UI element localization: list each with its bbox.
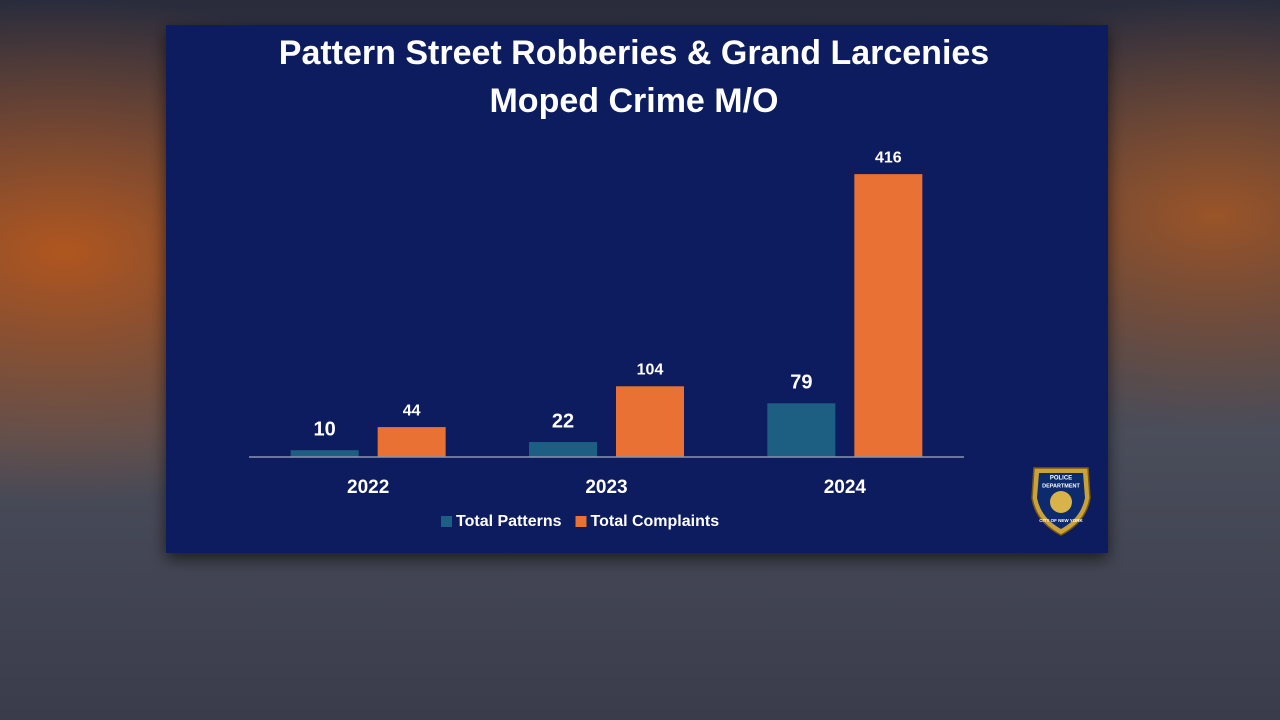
- data-label: 416: [875, 149, 902, 166]
- legend-swatch: [441, 516, 452, 527]
- bar: [290, 450, 359, 457]
- x-tick-label: 2022: [347, 477, 389, 498]
- slide: [166, 25, 1108, 553]
- chart-subtitle: Moped Crime M/O: [489, 82, 778, 120]
- data-label: 22: [552, 410, 574, 432]
- bar: [377, 427, 446, 457]
- data-label: 44: [403, 402, 421, 419]
- logo-text: CITY OF NEW YORK: [1039, 518, 1083, 523]
- plot: 10 44 2022 22 104 2023 79 416 2024 Total Patterns…: [249, 149, 964, 530]
- legend-label: Total Complaints: [591, 513, 720, 530]
- data-label: 10: [314, 418, 336, 440]
- data-label: 79: [790, 372, 812, 394]
- logo-text: POLICE: [1050, 476, 1072, 482]
- data-label: 104: [637, 361, 664, 378]
- legend-label: Total Patterns: [456, 513, 562, 530]
- legend-swatch: [575, 516, 587, 527]
- chart-title: Pattern Street Robberies & Grand Larceni…: [279, 34, 989, 72]
- bar: [616, 386, 684, 457]
- badge-seal: [1050, 491, 1072, 513]
- bar: [854, 174, 923, 457]
- logo-text: DEPARTMENT: [1042, 483, 1080, 489]
- bar: [529, 442, 597, 457]
- x-tick-label: 2024: [824, 477, 867, 498]
- logo: POLICE DEPARTMENT CITY OF NEW YORK: [1031, 467, 1091, 536]
- x-tick-label: 2023: [585, 477, 627, 498]
- bar: [767, 403, 836, 457]
